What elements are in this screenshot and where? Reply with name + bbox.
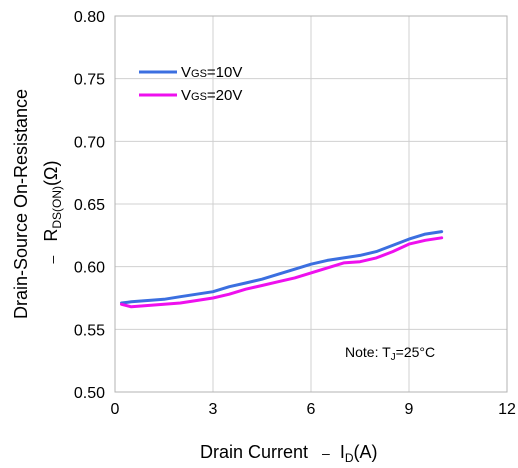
x-tick-label: 3 (209, 401, 218, 418)
y-axis-title-dash: – (44, 255, 60, 263)
x-axis-title-unit: (A) (354, 442, 378, 462)
note-sub: J (391, 352, 396, 363)
legend-label-vgs-10v: VGS=10V (181, 64, 242, 81)
y-tick-label: 0.75 (74, 72, 105, 89)
x-tick-label: 9 (405, 401, 414, 418)
legend-label-vgs-20v-suffix: =20V (207, 87, 242, 104)
legend-label-vgs-20v-prefix: V (181, 87, 191, 104)
y-tick-labels: 0.50 0.55 0.60 0.65 0.70 0.75 0.80 (74, 9, 105, 402)
x-tick-label: 12 (498, 401, 516, 418)
x-axis-title-main: Drain Current (200, 442, 308, 462)
y-axis-title-symbol-group: – RDS(ON)(Ω) (41, 161, 64, 264)
x-axis-title-sub: D (345, 451, 354, 465)
y-tick-label: 0.60 (74, 260, 105, 277)
y-axis-title-line1: Drain-Source On-Resistance (11, 89, 31, 319)
y-tick-label: 0.80 (74, 9, 105, 26)
x-tick-label: 6 (307, 401, 316, 418)
legend: VGS=10V VGS=20V (139, 64, 242, 104)
x-axis-title-symbol: I (340, 442, 345, 462)
y-tick-label: 0.55 (74, 322, 105, 339)
y-axis-title-line2: – RDS(ON)(Ω) (41, 161, 64, 264)
series-line-0 (120, 230, 444, 305)
plot-frame (114, 15, 508, 393)
legend-label-vgs-20v-sub: GS (191, 91, 207, 103)
legend-label-vgs-10v-prefix: V (181, 64, 191, 81)
x-tick-labels: 0 3 6 9 12 (111, 401, 516, 418)
x-axis-title-dash: – (322, 445, 330, 461)
note-prefix: Note: T (345, 344, 391, 360)
x-tick-label: 0 (111, 401, 120, 418)
y-tick-label: 0.65 (74, 197, 105, 214)
series-lines (120, 230, 444, 309)
grid (115, 16, 507, 392)
series-line-1 (120, 236, 444, 309)
y-axis-title-unit: (Ω) (41, 161, 61, 186)
legend-label-vgs-10v-suffix: =10V (207, 64, 242, 81)
x-axis-title: Drain Current – ID(A) (200, 442, 378, 465)
temperature-note: Note: TJ=25°C (345, 344, 435, 363)
note-suffix: =25°C (396, 344, 435, 360)
y-axis-title-symbol: R (41, 229, 61, 242)
y-tick-label: 0.70 (74, 134, 105, 151)
y-axis-title-sub: DS(ON) (50, 186, 64, 229)
y-axis-title: Drain-Source On-Resistance (11, 89, 31, 319)
legend-label-vgs-10v-sub: GS (191, 68, 207, 80)
y-tick-label: 0.50 (74, 385, 105, 402)
legend-label-vgs-20v: VGS=20V (181, 87, 242, 104)
